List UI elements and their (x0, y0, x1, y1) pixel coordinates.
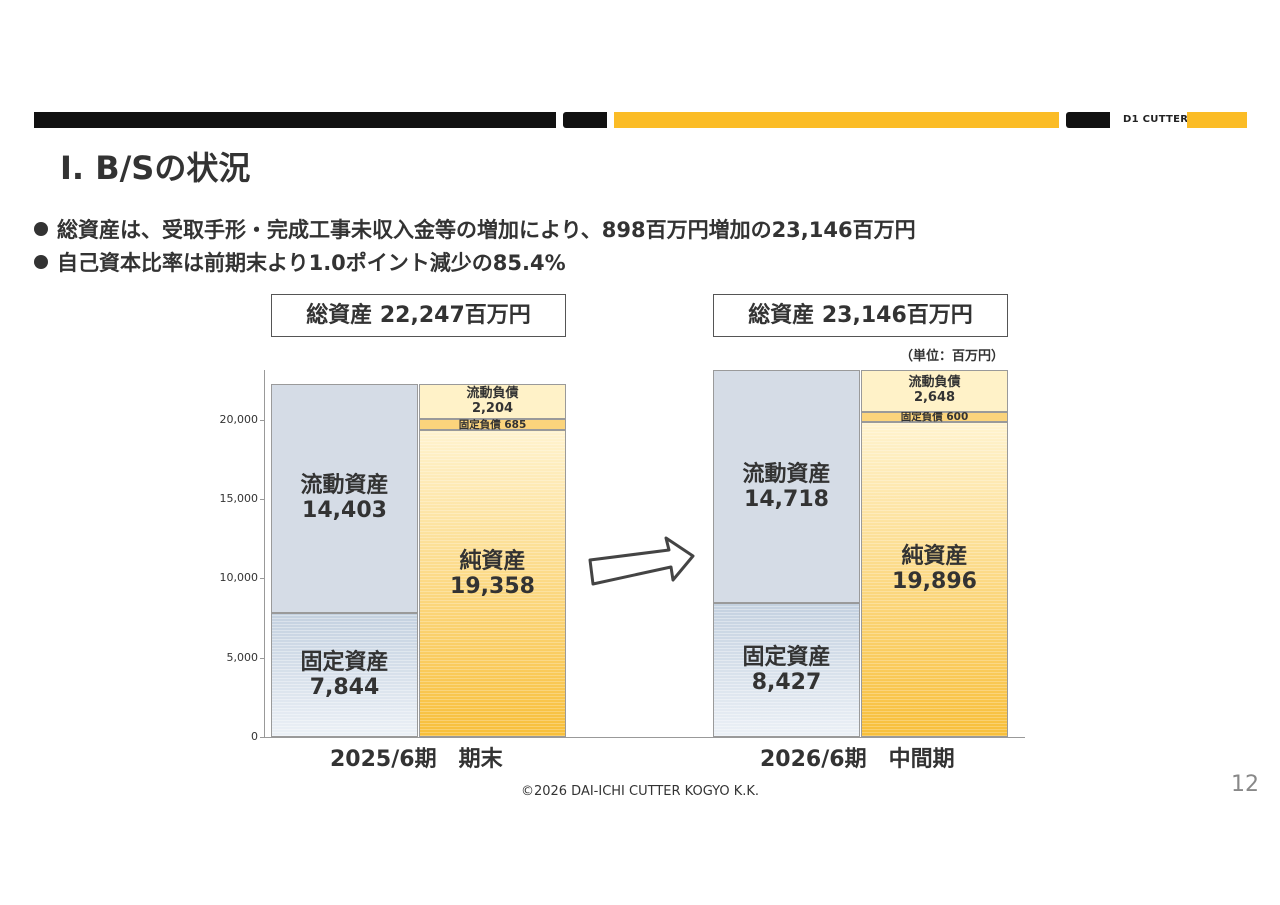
segment-name: 流動資産 (742, 461, 831, 487)
header-stripe-accent-1 (614, 112, 1059, 128)
bar-fixed-assets (271, 612, 418, 737)
segment-value: 14,718 (744, 486, 829, 512)
segment-name: 固定資産 (742, 645, 831, 671)
header-stripe-dark-2 (563, 112, 607, 128)
segment-name: 流動負債 (466, 385, 519, 401)
y-tick-mark (260, 419, 264, 421)
y-tick-label: 10,000 (219, 571, 259, 585)
bar-label-net-assets: 純資産 19,896 (861, 544, 1008, 594)
bar-net-assets (861, 421, 1008, 737)
y-tick-mark (260, 657, 264, 659)
bar-label-fixed-liabilities: 固定負債 685 (458, 418, 527, 431)
unit-label: （単位：百万円） (900, 349, 1005, 364)
header-stripe-dark-3 (1066, 112, 1110, 128)
y-tick-mark (260, 737, 264, 738)
bar-fixed-liabilities (419, 419, 566, 431)
segment-name: 純資産 (459, 548, 526, 574)
period-label-prev: 2025/6期 期末 (330, 747, 503, 772)
header-stripe-accent-2 (1187, 112, 1247, 128)
segment-value: 2,204 (471, 400, 514, 416)
y-tick-label: 20,000 (219, 412, 259, 426)
copyright-text: ©2026 DAI-ICHI CUTTER KOGYO K.K. (520, 784, 760, 799)
y-tick-mark (260, 499, 264, 501)
header-stripe-dark-1 (34, 112, 556, 128)
segment-value: 8,427 (751, 670, 822, 696)
total-assets-box-curr: 総資産 23,146百万円 (713, 294, 1008, 337)
bar-current-assets (271, 384, 418, 613)
bar-label-current-liabilities: 流動負債 2,648 (861, 375, 1008, 405)
bar-fixed-assets (713, 603, 860, 737)
page-title: Ⅰ. B/Sの状況 (60, 149, 251, 187)
bar-net-assets (419, 430, 566, 737)
summary-bullets: 総資産は、受取手形・完成工事未収入金等の増加により、898百万円増加の23,14… (34, 214, 916, 280)
segment-value: 7,844 (309, 674, 380, 700)
bullet-text: 自己資本比率は前期末より1.0ポイント減少の85.4% (57, 251, 566, 275)
segment-value: 19,358 (450, 573, 535, 599)
segment-value: 14,403 (302, 498, 387, 524)
y-axis-line (264, 370, 265, 737)
segment-name: 流動負債 (908, 375, 961, 391)
bullet-dot-icon (34, 255, 48, 269)
bar-fixed-liabilities (861, 412, 1008, 422)
bullet-dot-icon (34, 222, 48, 236)
total-assets-box-prev: 総資産 22,247百万円 (271, 294, 566, 337)
bar-label-current-assets: 流動資産 14,403 (271, 473, 418, 523)
bar-current-liabilities (419, 384, 566, 420)
bar-label-fixed-assets: 固定資産 8,427 (713, 645, 860, 695)
bar-current-assets (713, 370, 860, 604)
bar-label-net-assets: 純資産 19,358 (419, 549, 566, 599)
page-number: 12 (1231, 772, 1259, 797)
bullet-text: 総資産は、受取手形・完成工事未収入金等の増加により、898百万円増加の23,14… (57, 218, 916, 242)
bullet-item: 総資産は、受取手形・完成工事未収入金等の増加により、898百万円増加の23,14… (34, 214, 916, 247)
y-tick-label: 0 (251, 730, 258, 743)
y-tick-label: 15,000 (219, 492, 259, 506)
x-axis-line (264, 737, 1025, 738)
segment-value: 19,896 (892, 569, 977, 595)
bar-label-current-assets: 流動資産 14,718 (713, 462, 860, 512)
bar-label-fixed-liabilities: 固定負債 600 (900, 410, 969, 423)
y-tick-label: 5,000 (226, 650, 259, 664)
segment-name: 固定資産 (300, 649, 389, 675)
bar-label-fixed-assets: 固定資産 7,844 (271, 650, 418, 700)
right-arrow-icon (588, 536, 695, 586)
y-tick-mark (260, 578, 264, 580)
segment-name: 流動資産 (300, 473, 389, 499)
segment-name: 純資産 (901, 544, 968, 570)
company-logo-text: D1 CUTTER (1123, 114, 1189, 125)
segment-value: 2,648 (913, 390, 956, 406)
period-label-curr: 2026/6期 中間期 (760, 747, 955, 772)
bullet-item: 自己資本比率は前期末より1.0ポイント減少の85.4% (34, 247, 916, 280)
bar-current-liabilities (861, 370, 1008, 413)
bar-label-current-liabilities: 流動負債 2,204 (419, 386, 566, 416)
